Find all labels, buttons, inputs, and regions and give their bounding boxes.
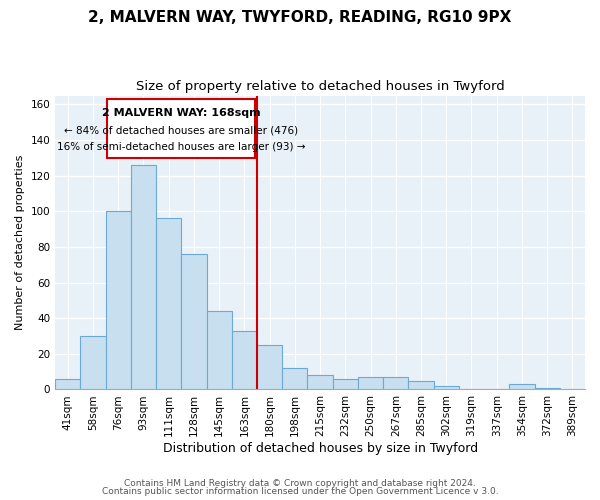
Bar <box>181 254 206 390</box>
Bar <box>55 379 80 390</box>
Text: 16% of semi-detached houses are larger (93) →: 16% of semi-detached houses are larger (… <box>56 142 305 152</box>
Text: Contains public sector information licensed under the Open Government Licence v : Contains public sector information licen… <box>101 487 499 496</box>
Bar <box>282 368 307 390</box>
Bar <box>535 388 560 390</box>
Bar <box>232 330 257 390</box>
FancyBboxPatch shape <box>107 99 255 158</box>
Bar <box>383 377 409 390</box>
Text: ← 84% of detached houses are smaller (476): ← 84% of detached houses are smaller (47… <box>64 126 298 136</box>
Bar <box>156 218 181 390</box>
Bar <box>509 384 535 390</box>
Y-axis label: Number of detached properties: Number of detached properties <box>15 155 25 330</box>
Bar <box>106 212 131 390</box>
Bar <box>332 379 358 390</box>
Bar <box>358 377 383 390</box>
Title: Size of property relative to detached houses in Twyford: Size of property relative to detached ho… <box>136 80 505 93</box>
Bar <box>434 386 459 390</box>
X-axis label: Distribution of detached houses by size in Twyford: Distribution of detached houses by size … <box>163 442 478 455</box>
Bar <box>131 165 156 390</box>
Text: 2, MALVERN WAY, TWYFORD, READING, RG10 9PX: 2, MALVERN WAY, TWYFORD, READING, RG10 9… <box>88 10 512 25</box>
Bar <box>257 345 282 390</box>
Bar <box>206 311 232 390</box>
Text: 2 MALVERN WAY: 168sqm: 2 MALVERN WAY: 168sqm <box>101 108 260 118</box>
Bar <box>80 336 106 390</box>
Bar <box>409 380 434 390</box>
Text: Contains HM Land Registry data © Crown copyright and database right 2024.: Contains HM Land Registry data © Crown c… <box>124 478 476 488</box>
Bar <box>307 375 332 390</box>
